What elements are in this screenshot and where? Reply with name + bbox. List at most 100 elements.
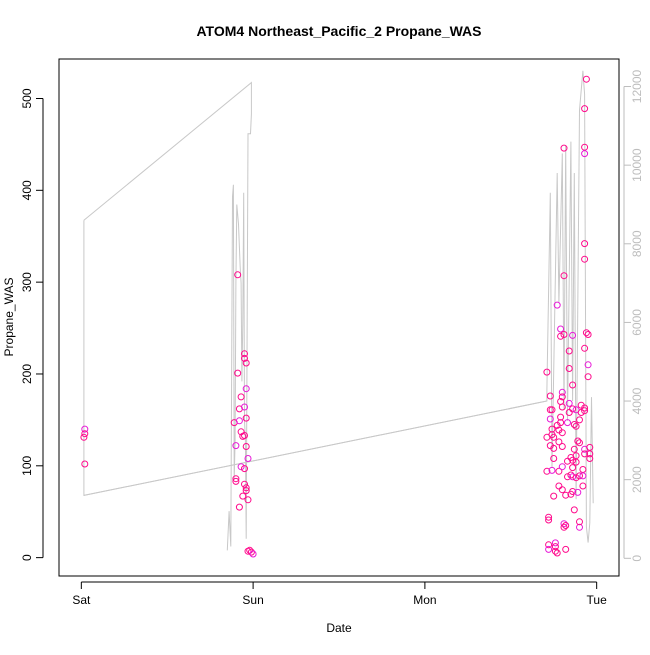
data-point — [555, 482, 563, 490]
data-point — [586, 455, 594, 462]
data-point — [581, 240, 589, 248]
data-point — [244, 496, 252, 504]
data-point — [241, 354, 248, 362]
data-point — [557, 325, 565, 333]
data-point — [576, 416, 583, 424]
data-point — [581, 450, 589, 458]
data-point — [81, 460, 89, 468]
data-point — [574, 488, 582, 496]
data-point — [584, 361, 592, 369]
axes-group: 0 100 200 300 400 500 0 2000 4000 6000 8000 10000 12… — [20, 70, 644, 607]
data-point — [572, 422, 580, 430]
plot-frame — [58, 58, 620, 577]
data-point — [584, 331, 592, 338]
data-point — [550, 492, 558, 500]
data-point — [545, 516, 553, 524]
data-point — [553, 549, 561, 557]
data-point — [241, 480, 248, 488]
data-point — [586, 450, 594, 458]
y2-tick-label: 12000 — [630, 70, 644, 104]
data-point — [582, 329, 590, 337]
data-point — [550, 433, 558, 441]
data-point — [569, 405, 577, 413]
data-point — [558, 463, 566, 471]
y2-tick-label: 10000 — [630, 148, 644, 182]
data-point — [570, 506, 578, 514]
data-point — [581, 404, 589, 412]
data-point — [81, 430, 89, 438]
data-point — [565, 399, 573, 407]
data-point — [581, 150, 589, 158]
data-point — [565, 365, 573, 372]
data-point — [553, 301, 561, 309]
data-point — [558, 403, 566, 411]
data-point — [560, 144, 568, 152]
data-point — [234, 369, 242, 377]
data-point — [569, 488, 577, 495]
scatter-series-group — [80, 75, 594, 558]
data-point — [569, 464, 577, 472]
data-point — [545, 513, 553, 521]
data-point — [241, 432, 248, 439]
y-tick-label: 300 — [20, 272, 34, 292]
data-point — [242, 487, 250, 495]
data-point — [239, 492, 247, 500]
data-point — [557, 332, 565, 340]
data-point — [564, 473, 571, 481]
data-point — [579, 466, 587, 473]
y2-tick-label: 8000 — [630, 230, 644, 257]
data-point — [242, 484, 250, 492]
data-point — [555, 438, 563, 446]
data-point — [577, 409, 585, 416]
data-point — [572, 458, 580, 466]
data-point — [581, 407, 589, 415]
data-point — [232, 442, 240, 450]
x-tick-label: Tue — [587, 593, 608, 607]
line-series-3 — [83, 400, 547, 496]
data-point — [560, 272, 568, 280]
chart-title: ATOM4 Northeast_Pacific_2 Propane_WAS — [196, 23, 481, 39]
data-point — [237, 393, 245, 401]
y-tick-label: 0 — [20, 554, 34, 561]
data-point — [551, 543, 559, 551]
x-tick-label: Sun — [242, 593, 263, 607]
data-point — [80, 433, 88, 441]
data-point — [551, 547, 559, 555]
data-point — [581, 105, 589, 113]
y-tick-label: 500 — [20, 88, 34, 108]
data-point — [545, 541, 553, 549]
line-series-1 — [83, 70, 594, 543]
data-point — [235, 417, 243, 425]
data-point — [244, 455, 252, 462]
data-point — [560, 520, 568, 528]
x-tick-label: Mon — [413, 593, 436, 607]
data-point — [558, 393, 566, 401]
line-series-group — [83, 70, 594, 551]
data-point — [232, 477, 240, 485]
data-point — [570, 421, 578, 428]
data-point — [234, 271, 242, 279]
data-point — [235, 503, 243, 511]
data-point — [242, 414, 250, 422]
data-point — [562, 545, 570, 553]
data-point — [579, 472, 587, 480]
y2-tick-label: 4000 — [630, 387, 644, 414]
data-point — [576, 518, 583, 526]
data-point — [241, 465, 248, 473]
data-point — [569, 456, 577, 464]
data-point — [574, 437, 582, 445]
y-tick-label: 400 — [20, 180, 34, 200]
data-point — [558, 486, 566, 494]
data-point — [551, 539, 559, 547]
data-point — [237, 463, 245, 471]
data-point — [576, 439, 583, 447]
data-point — [581, 344, 589, 352]
data-point — [569, 331, 577, 339]
data-point — [581, 255, 589, 263]
data-point — [81, 425, 89, 433]
data-point — [564, 419, 571, 427]
data-point — [546, 415, 554, 423]
data-point — [560, 523, 568, 531]
x-axis-label: Date — [326, 621, 352, 635]
